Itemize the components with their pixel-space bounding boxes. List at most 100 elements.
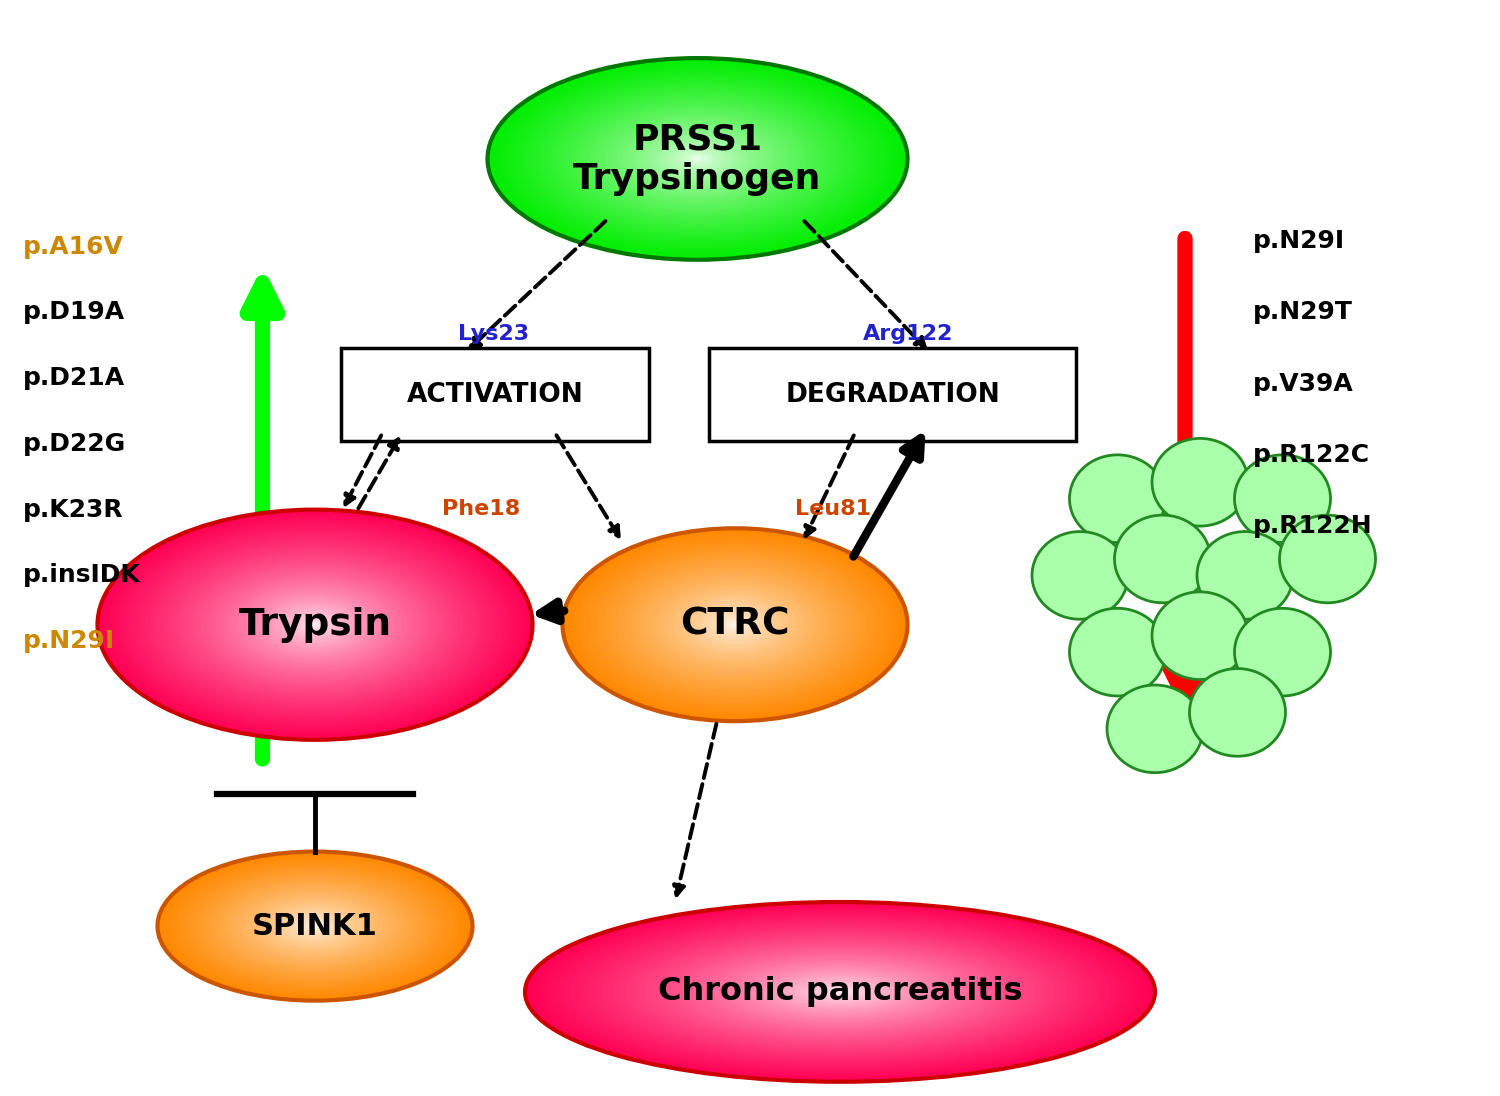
Ellipse shape [687,597,783,652]
Ellipse shape [555,90,840,228]
Ellipse shape [777,974,903,1009]
Ellipse shape [546,87,849,231]
Ellipse shape [808,983,871,1001]
Ellipse shape [639,571,831,678]
Ellipse shape [272,905,358,947]
Ellipse shape [728,620,742,629]
Ellipse shape [686,152,709,165]
Ellipse shape [732,623,738,627]
Ellipse shape [285,608,345,641]
Ellipse shape [274,906,356,946]
Ellipse shape [666,586,804,663]
Ellipse shape [670,944,1010,1040]
Ellipse shape [802,981,877,1003]
Ellipse shape [310,623,320,627]
Text: Arg122: Arg122 [862,324,952,344]
Ellipse shape [567,96,828,221]
Ellipse shape [267,904,363,948]
Ellipse shape [700,605,770,644]
Ellipse shape [682,947,998,1037]
Ellipse shape [694,950,986,1034]
Ellipse shape [204,874,426,979]
Ellipse shape [645,574,825,675]
Ellipse shape [651,938,1029,1046]
Ellipse shape [242,585,388,664]
Ellipse shape [740,963,940,1020]
Ellipse shape [645,936,1035,1048]
Ellipse shape [206,568,423,682]
Ellipse shape [783,975,897,1008]
Ellipse shape [150,537,480,712]
Ellipse shape [303,921,327,932]
Ellipse shape [194,560,436,689]
Ellipse shape [228,579,402,671]
Ellipse shape [796,980,883,1004]
Ellipse shape [267,600,363,650]
Text: ACTIVATION: ACTIVATION [406,381,584,408]
Ellipse shape [184,556,446,694]
Ellipse shape [237,583,393,666]
Text: p.A16V: p.A16V [22,235,123,259]
Ellipse shape [538,82,856,236]
Ellipse shape [171,549,459,700]
Ellipse shape [1032,532,1128,619]
Ellipse shape [676,592,794,658]
Ellipse shape [217,880,412,972]
Ellipse shape [582,918,1098,1065]
Ellipse shape [189,867,441,985]
Ellipse shape [298,918,330,934]
Ellipse shape [249,894,381,958]
Ellipse shape [224,883,406,969]
Text: DEGRADATION: DEGRADATION [784,381,1000,408]
Ellipse shape [556,911,1124,1073]
Ellipse shape [722,617,748,632]
Ellipse shape [688,949,992,1035]
Ellipse shape [652,579,818,671]
Ellipse shape [232,888,398,964]
Ellipse shape [693,157,702,161]
Ellipse shape [576,916,1104,1068]
Ellipse shape [668,145,728,173]
Ellipse shape [594,546,876,704]
Ellipse shape [306,922,324,931]
Ellipse shape [642,572,828,677]
Ellipse shape [180,863,450,990]
Ellipse shape [651,137,744,181]
Ellipse shape [214,878,416,974]
Text: p.N29T: p.N29T [1252,300,1353,324]
Ellipse shape [726,959,954,1025]
Ellipse shape [128,526,502,723]
Ellipse shape [680,594,790,655]
Ellipse shape [159,541,471,708]
Ellipse shape [658,582,812,667]
Ellipse shape [660,140,735,178]
Ellipse shape [176,551,454,698]
Text: p.D21A: p.D21A [22,366,125,390]
Ellipse shape [614,927,1066,1057]
Ellipse shape [576,101,819,217]
Ellipse shape [717,615,752,635]
Ellipse shape [290,914,340,938]
Ellipse shape [537,905,1143,1078]
Text: Chronic pancreatitis: Chronic pancreatitis [657,977,1023,1007]
Ellipse shape [136,530,494,719]
Ellipse shape [602,113,794,205]
Ellipse shape [674,590,796,660]
Ellipse shape [628,564,842,685]
Ellipse shape [600,549,870,700]
Text: SPINK1: SPINK1 [252,912,378,940]
Ellipse shape [297,616,333,633]
FancyBboxPatch shape [708,349,1077,441]
Ellipse shape [580,102,814,216]
Ellipse shape [280,910,350,943]
Ellipse shape [590,544,880,706]
Ellipse shape [1197,532,1293,619]
Ellipse shape [500,65,896,253]
Ellipse shape [132,528,498,721]
Ellipse shape [518,72,878,246]
Ellipse shape [246,587,384,662]
Ellipse shape [600,924,1080,1060]
Ellipse shape [106,514,523,735]
Ellipse shape [646,135,748,183]
Ellipse shape [560,92,836,226]
